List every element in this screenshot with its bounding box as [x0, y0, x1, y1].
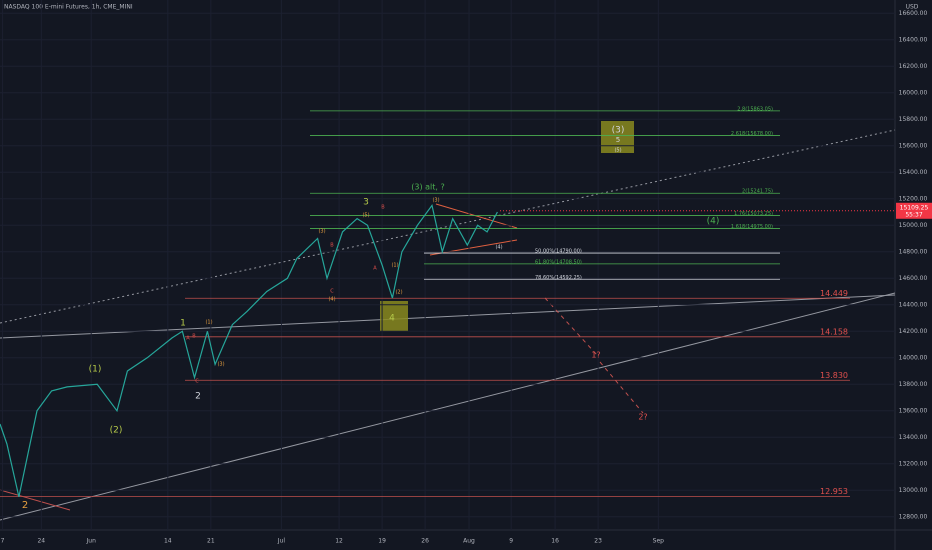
level-label: 12.953 — [820, 487, 848, 496]
level-label: 14.449 — [820, 289, 848, 298]
wave-label: B — [192, 334, 196, 340]
x-tick-label: 14 — [164, 538, 172, 545]
wave-box — [380, 301, 408, 331]
y-tick-label: 13400.00 — [899, 434, 928, 441]
chart-title: NASDAQ 100 E-mini Futures, 1h, CME_MINI — [4, 4, 133, 11]
wave-label: (4) — [495, 245, 502, 251]
wave-label: 4 — [389, 314, 395, 324]
x-tick-label: 19 — [378, 538, 386, 545]
y-tick-label: 13600.00 — [899, 407, 928, 414]
y-tick-label: 14600.00 — [899, 275, 928, 282]
fib-label: 1.76(15073.25) — [734, 211, 773, 217]
y-tick-label: 16600.00 — [899, 10, 928, 17]
y-tick-label: 16000.00 — [899, 89, 928, 96]
y-tick-label: 14800.00 — [899, 248, 928, 255]
x-tick-label: 23 — [594, 538, 602, 545]
x-tick-label: Sep — [653, 538, 665, 545]
wave-label: (4) — [328, 297, 335, 303]
trend-line — [0, 489, 71, 511]
wave-label: A — [186, 336, 190, 342]
wave-label: 3 — [363, 198, 369, 208]
y-tick-label: 15800.00 — [899, 116, 928, 123]
wave-label: (5) — [362, 213, 369, 219]
x-tick-label: 24 — [37, 538, 45, 545]
y-tick-label: 15200.00 — [899, 195, 928, 202]
x-tick-label: Jul — [277, 538, 286, 545]
y-tick-label: 15000.00 — [899, 222, 928, 229]
wave-label: 5 — [616, 136, 620, 144]
wave-label: (1) — [391, 263, 398, 269]
wave-label: 2 — [195, 392, 201, 402]
x-tick-label: 7 — [1, 538, 5, 545]
triangle-line — [429, 239, 518, 256]
x-tick-label: 12 — [335, 538, 343, 545]
level-label: 14.158 — [820, 327, 848, 336]
wave-label: (4) — [707, 217, 720, 227]
wave-label: (1) — [89, 365, 102, 375]
wave-label: (3) alt, ? — [411, 183, 444, 192]
last-price: 15109.25 — [900, 204, 929, 211]
y-tick-label: 13200.00 — [899, 460, 928, 467]
wave-label: (1) — [205, 320, 212, 326]
currency: USD — [906, 4, 919, 11]
wave-label: (5) — [614, 148, 621, 154]
y-tick-label: 13000.00 — [899, 487, 928, 494]
wave-label: 1? — [591, 351, 600, 360]
fib-label: 61.80%(14708.50) — [535, 259, 582, 265]
y-tick-label: 12800.00 — [899, 513, 928, 520]
wave-label: A — [373, 266, 377, 272]
fib-label: 2.8(15863.05) — [737, 106, 773, 112]
wave-label: 1 — [180, 319, 186, 329]
fib-label: 1.618(14975.00) — [731, 224, 773, 230]
wave-label: (3) — [318, 229, 325, 235]
wave-label: 2? — [638, 413, 647, 422]
last-price-box — [896, 202, 932, 219]
y-tick-label: 16200.00 — [899, 63, 928, 70]
wave-label: (3) — [217, 362, 224, 368]
y-tick-label: 14000.00 — [899, 354, 928, 361]
y-tick-label: 15600.00 — [899, 142, 928, 149]
y-tick-label: 13800.00 — [899, 381, 928, 388]
projection-line — [544, 297, 598, 356]
wave-label: B — [330, 243, 334, 249]
fib-label: 50.00%(14790.00) — [535, 249, 582, 255]
wave-label: C — [195, 379, 199, 385]
x-tick-label: 26 — [421, 538, 429, 545]
wave-label: B — [381, 205, 385, 211]
countdown: 55:37 — [905, 211, 922, 218]
price-line — [0, 203, 498, 498]
x-tick-label: 9 — [509, 538, 513, 545]
y-tick-label: 15400.00 — [899, 169, 928, 176]
x-tick-label: 16 — [551, 538, 559, 545]
fib-label: 2.618(15678.00) — [731, 131, 773, 137]
x-tick-label: Jun — [86, 538, 97, 545]
wave-label: (3) — [612, 126, 625, 136]
triangle-line — [435, 203, 518, 229]
projection-line — [599, 361, 644, 414]
wave-label: C — [330, 289, 334, 295]
x-tick-label: 21 — [207, 538, 215, 545]
wave-label: (2) — [110, 426, 123, 436]
level-label: 13.830 — [820, 371, 848, 380]
wave-box — [601, 121, 634, 153]
wave-label: (3) — [432, 198, 439, 204]
y-tick-label: 16400.00 — [899, 36, 928, 43]
y-tick-label: 14200.00 — [899, 328, 928, 335]
wave-label: (2) — [395, 290, 402, 296]
wave-label: 2 — [22, 500, 28, 511]
fib-label: 78.60%(14592.25) — [535, 275, 582, 281]
fib-label: 2(15241.75) — [742, 189, 773, 195]
y-tick-label: 14400.00 — [899, 301, 928, 308]
x-tick-label: Aug — [463, 538, 475, 545]
